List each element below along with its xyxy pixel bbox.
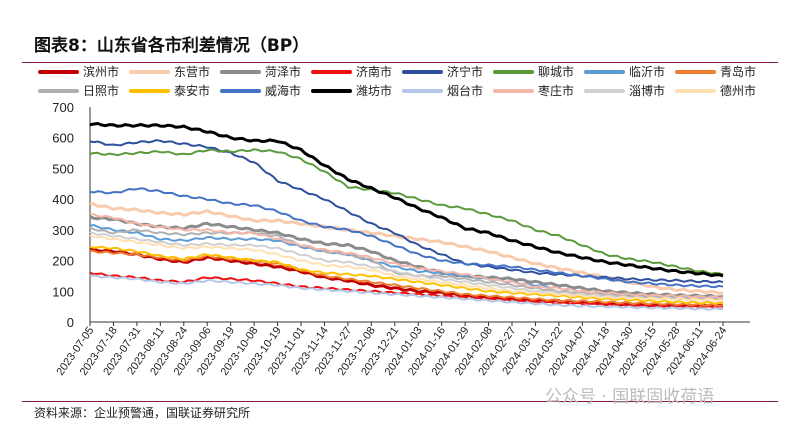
legend-label: 淄博市 <box>629 84 666 98</box>
legend-label: 枣庄市 <box>538 84 575 98</box>
figure-title: 图表8：山东省各市利差情况（BP） <box>34 36 310 56</box>
legend-item: 德州市 <box>675 82 756 99</box>
y-tick-label: 700 <box>52 100 74 115</box>
legend-swatch <box>402 88 443 93</box>
legend-swatch <box>402 69 443 74</box>
legend-swatch <box>675 69 716 74</box>
legend-swatch <box>129 88 170 93</box>
legend-item: 济南市 <box>311 63 392 80</box>
series-line-6 <box>89 148 724 276</box>
legend-item: 烟台市 <box>402 82 483 99</box>
series-line-11 <box>89 187 724 289</box>
y-tick-label: 400 <box>52 192 74 207</box>
y-tick-label: 600 <box>52 131 74 146</box>
series-line-10 <box>89 245 724 305</box>
legend-swatch <box>38 69 79 74</box>
legend-swatch <box>493 69 534 74</box>
legend-label: 聊城市 <box>538 65 575 79</box>
legend-label: 烟台市 <box>447 84 484 98</box>
legend-label: 日照市 <box>83 84 120 98</box>
legend-swatch <box>220 88 261 93</box>
legend-label: 泰安市 <box>174 84 211 98</box>
legend-item: 济宁市 <box>402 63 483 80</box>
legend-label: 青岛市 <box>720 65 757 79</box>
legend-swatch <box>311 69 352 74</box>
series-line-3 <box>89 215 724 299</box>
series-line-14 <box>89 213 724 299</box>
legend-item: 淄博市 <box>584 82 665 99</box>
legend-item: 日照市 <box>38 82 119 99</box>
legend-item: 青岛市 <box>675 63 756 80</box>
series-line-16 <box>89 234 724 302</box>
legend-swatch <box>220 69 261 74</box>
y-tick-label: 200 <box>52 254 74 269</box>
legend-item: 潍坊市 <box>311 82 392 99</box>
legend-label: 菏泽市 <box>265 65 302 79</box>
legend-label: 德州市 <box>720 84 757 98</box>
legend-item: 泰安市 <box>129 82 210 99</box>
legend-label: 滨州市 <box>83 65 120 79</box>
legend-label: 临沂市 <box>629 65 666 79</box>
legend-item: 菏泽市 <box>220 63 301 80</box>
legend-swatch <box>493 88 534 93</box>
watermark: 公众号 · 国联固收荷语 <box>545 387 715 407</box>
y-tick-label: 500 <box>52 161 74 176</box>
legend-item: 聊城市 <box>493 63 574 80</box>
legend-swatch <box>584 88 625 93</box>
legend-label: 潍坊市 <box>356 84 393 98</box>
legend-swatch <box>38 88 79 93</box>
legend-swatch <box>311 88 352 93</box>
source-note: 资料来源：企业预警通，国联证券研究所 <box>34 406 251 420</box>
legend-item: 滨州市 <box>38 63 119 80</box>
legend-item: 临沂市 <box>584 63 665 80</box>
legend-item: 枣庄市 <box>493 82 574 99</box>
top-divider <box>22 62 778 63</box>
y-tick-label: 100 <box>52 284 74 299</box>
legend-swatch <box>675 88 716 93</box>
legend-swatch <box>129 69 170 74</box>
legend-swatch <box>584 69 625 74</box>
series-line-5 <box>89 139 724 284</box>
legend-item: 东营市 <box>129 63 210 80</box>
legend-label: 东营市 <box>174 65 211 79</box>
series-line-12 <box>89 122 724 278</box>
legend-label: 济南市 <box>356 65 393 79</box>
legend-label: 威海市 <box>265 84 302 98</box>
y-tick-label: 300 <box>52 223 74 238</box>
bottom-divider <box>22 401 778 402</box>
series-line-13 <box>89 274 724 311</box>
legend-item: 威海市 <box>220 82 301 99</box>
legend-label: 济宁市 <box>447 65 484 79</box>
y-tick-label: 0 <box>67 315 74 330</box>
